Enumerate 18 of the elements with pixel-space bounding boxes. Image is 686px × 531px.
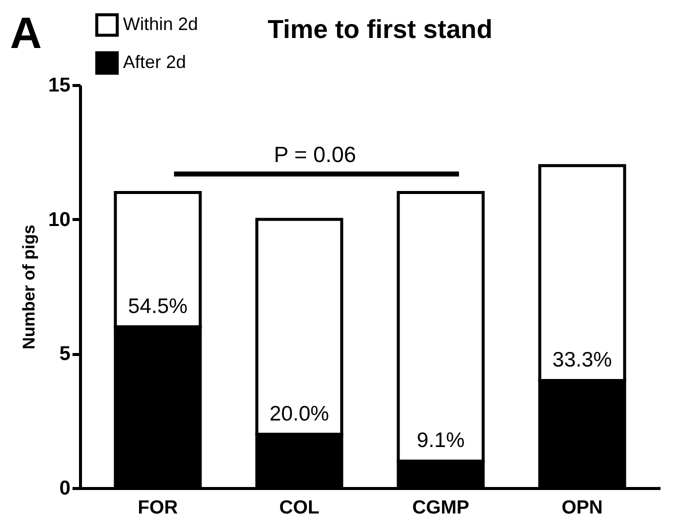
annotation: 20.0% <box>269 402 330 426</box>
x-tick-label: FOR <box>138 498 178 518</box>
x-tick-label: OPN <box>562 498 603 518</box>
text: A <box>10 9 42 58</box>
annotation: P = 0.06 <box>274 142 356 167</box>
y-tick-label: 10 <box>48 208 70 231</box>
y-axis-title: Number of pigs <box>19 224 38 350</box>
x-tick-label: CGMP <box>412 498 470 518</box>
annotation: 9.1% <box>416 429 465 452</box>
chart-title: Time to first stand <box>268 14 492 44</box>
annotation: 33.3% <box>552 348 612 372</box>
legend-label: Within 2d <box>123 14 198 34</box>
y-tick-label: 5 <box>59 343 70 366</box>
y-tick-label: 0 <box>59 478 70 500</box>
y-tick-label: 15 <box>48 74 70 96</box>
annotation: 54.5% <box>128 294 188 318</box>
legend-label: After 2d <box>123 52 186 72</box>
x-tick-label: COL <box>279 498 320 518</box>
